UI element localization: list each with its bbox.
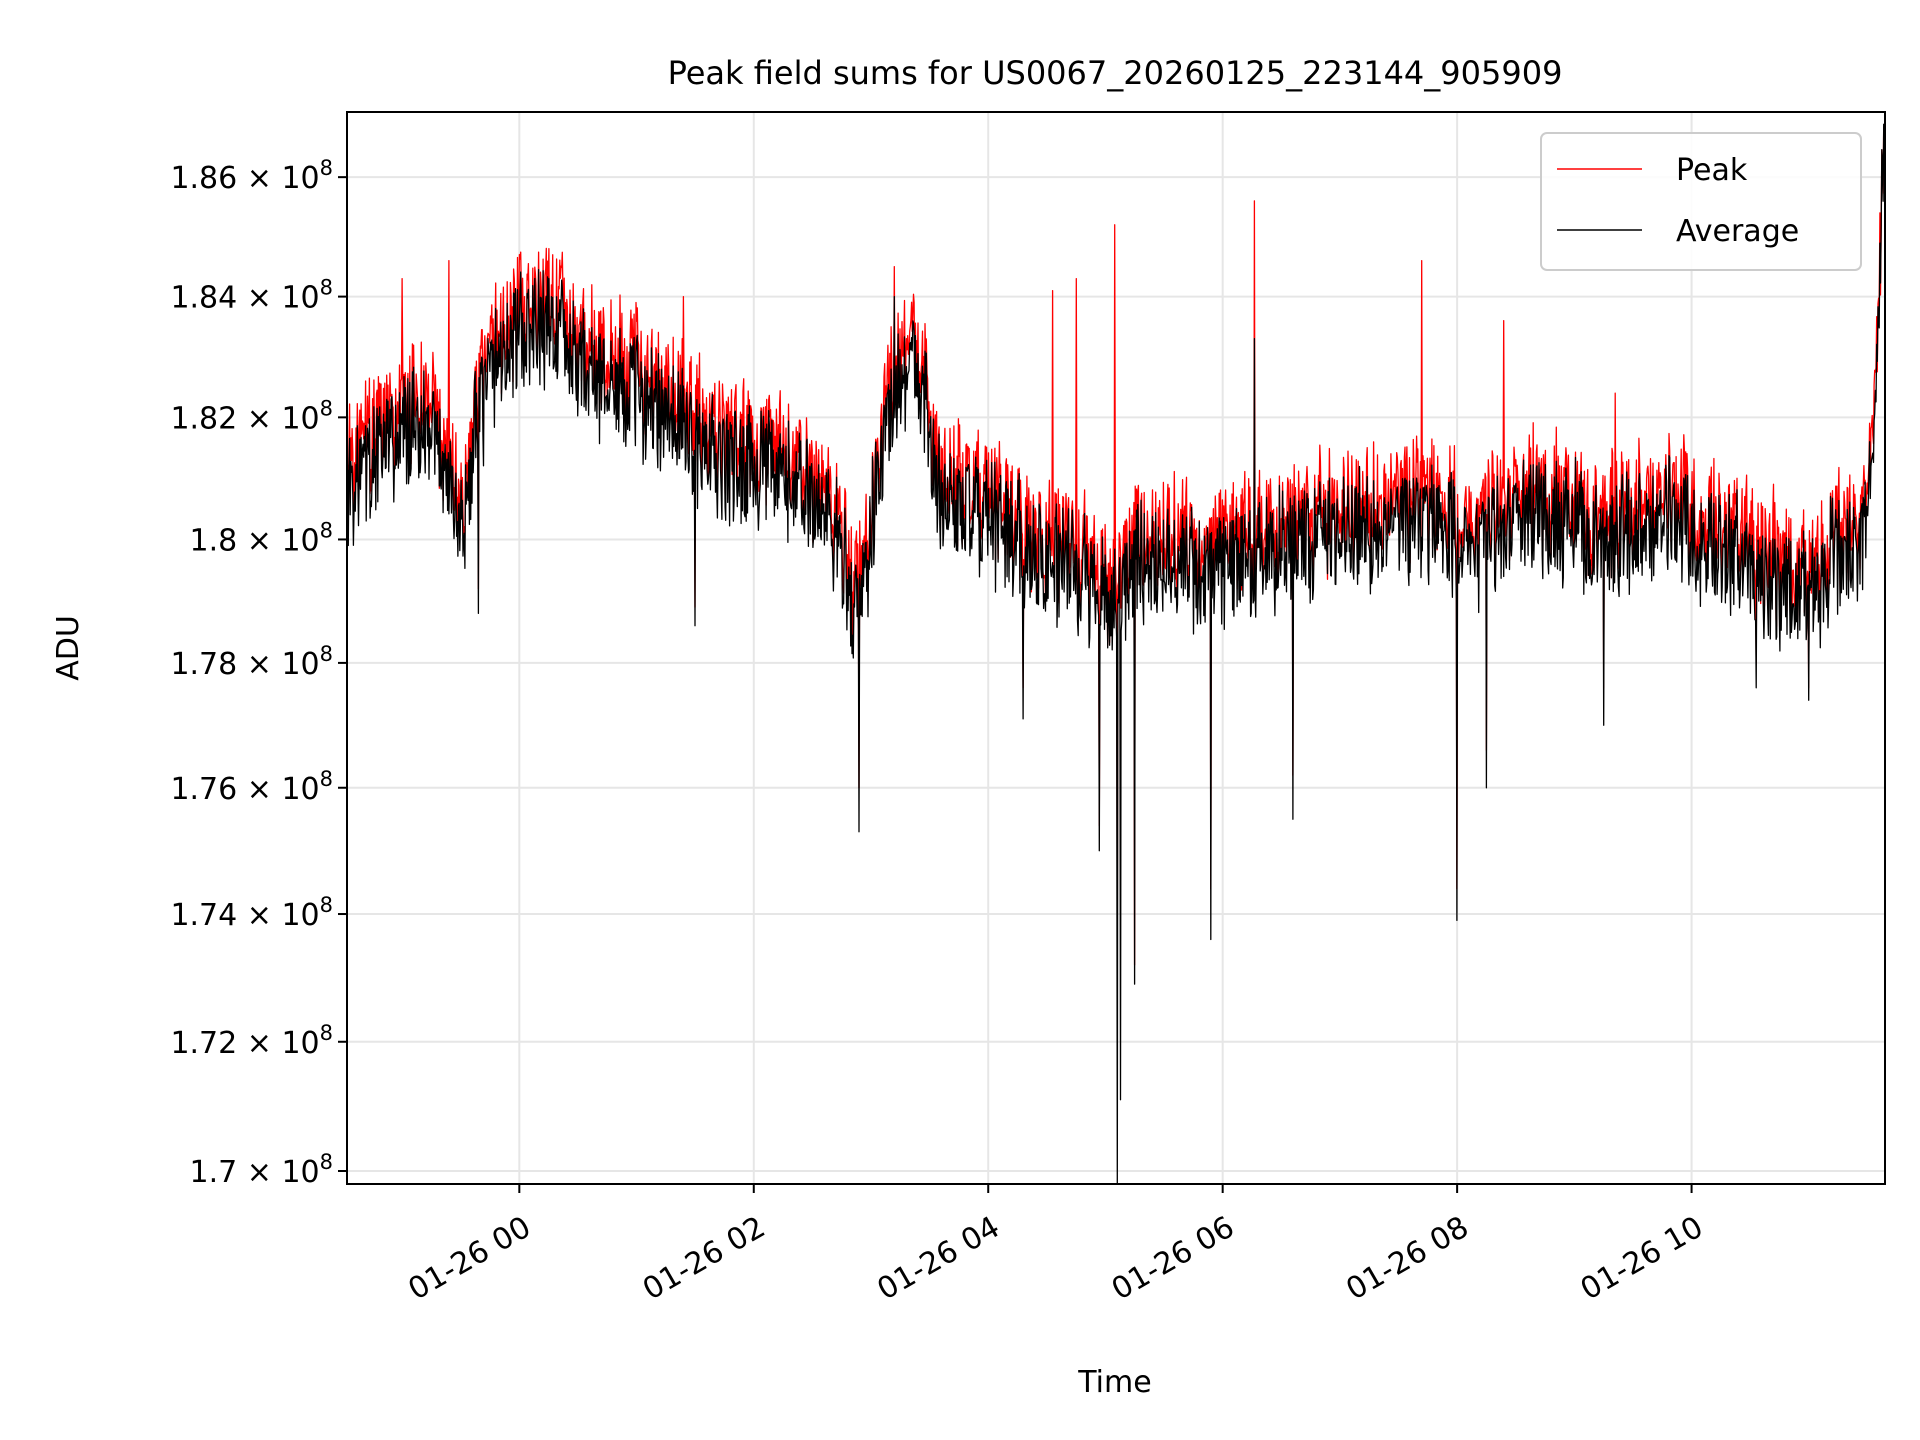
grid xyxy=(347,112,1885,1184)
y-tick-label: 1.86 × 108 xyxy=(170,156,333,196)
chart-title: Peak field sums for US0067_20260125_2231… xyxy=(668,54,1563,92)
y-tick-label: 1.8 × 108 xyxy=(190,518,333,558)
legend-label-average: Average xyxy=(1676,214,1799,249)
series-line-peak xyxy=(346,111,1886,966)
series-line-average xyxy=(346,111,1886,1185)
y-tick-label: 1.72 × 108 xyxy=(170,1021,333,1061)
y-tick-label: 1.84 × 108 xyxy=(170,276,333,316)
y-tick-label: 1.82 × 108 xyxy=(170,396,333,436)
y-tick-label: 1.78 × 108 xyxy=(170,642,333,682)
legend-label-peak: Peak xyxy=(1676,153,1748,188)
x-axis-label: Time xyxy=(1077,1365,1151,1400)
plot-frame xyxy=(346,111,1886,1185)
y-tick-label: 1.7 × 108 xyxy=(190,1150,333,1190)
y-axis: 1.7 × 108 1.72 × 108 1.74 × 108 1.76 × 108 1… xyxy=(170,156,347,1190)
y-tick-label: 1.74 × 108 xyxy=(170,893,333,933)
series-layer xyxy=(346,111,1886,1185)
legend: Peak Average xyxy=(1540,132,1862,271)
y-axis-label: ADU xyxy=(51,615,86,681)
y-tick-label: 1.76 × 108 xyxy=(170,767,333,807)
legend-box xyxy=(1540,132,1862,271)
